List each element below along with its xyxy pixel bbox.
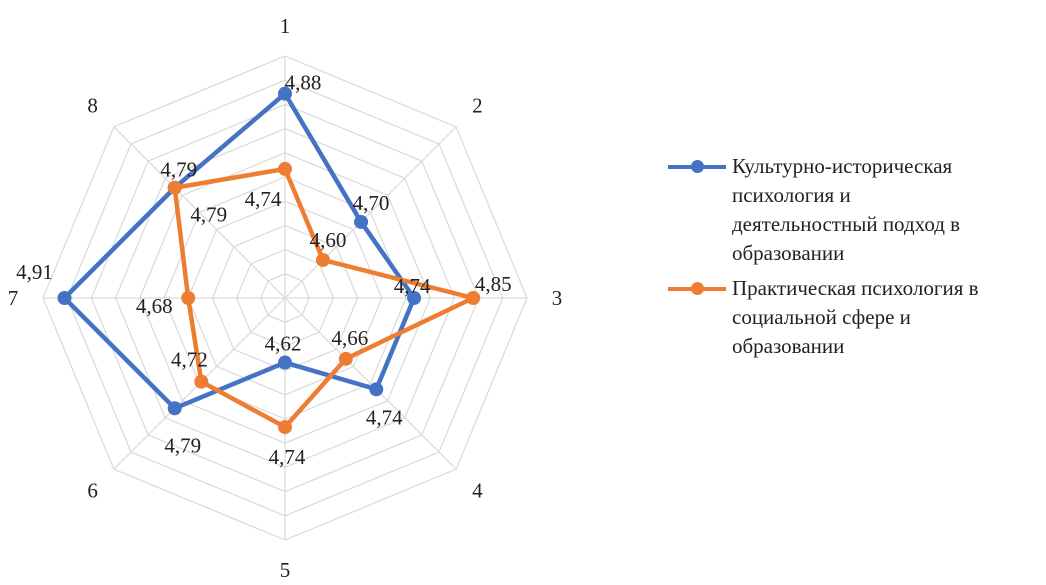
data-point-series-1[interactable] [167,401,182,416]
radar-chart: 1 2 3 4 5 6 7 8 4,88 4,70 4,74 4,74 4,62 4,79 4,91 4,7… [8,14,563,582]
radar-grid [42,55,528,541]
data-label-series-2: 4,72 [171,348,208,372]
legend-marker-series-2 [668,282,726,295]
category-labels: 1 2 3 4 5 6 7 8 [8,14,563,582]
data-point-series-1[interactable] [369,382,384,397]
legend-item-series-2[interactable]: Практическая психология в социальной сфе… [668,274,1046,361]
series-layer [57,86,481,435]
legend-label-line: психология и [732,183,851,207]
grid-spoke [284,297,457,470]
data-point-series-2[interactable] [316,252,331,267]
data-label-series-1: 4,79 [160,158,197,182]
legend-label-line: Практическая психология в [732,276,979,300]
category-label: 1 [280,14,291,38]
data-label-series-1: 4,70 [353,191,390,215]
data-label-series-2: 4,66 [331,326,368,350]
legend-item-series-1[interactable]: Культурно-историческая психология и деят… [668,152,1046,268]
grid-spoke [284,126,457,299]
legend-label-line: социальной сфере и [732,305,911,329]
data-labels: 4,88 4,70 4,74 4,74 4,62 4,79 4,91 4,79 4,74 4,60… [16,71,511,469]
data-point-series-2[interactable] [338,351,353,366]
data-label-series-1: 4,74 [394,274,431,298]
data-label-series-1: 4,88 [285,71,322,95]
category-label: 6 [87,478,98,502]
data-point-series-2[interactable] [278,161,292,176]
category-label: 5 [280,558,291,582]
data-label-series-2: 4,74 [245,187,282,211]
legend-marker-series-1 [668,160,726,173]
data-point-series-2[interactable] [466,291,481,305]
data-point-series-2[interactable] [194,374,209,389]
data-point-series-1[interactable] [407,291,422,305]
data-label-series-1: 4,74 [366,405,403,429]
data-label-series-1: 4,91 [16,260,53,284]
category-label: 4 [472,478,483,502]
data-point-series-1[interactable] [278,86,292,101]
data-point-series-2[interactable] [278,420,292,435]
data-label-series-2: 4,79 [190,203,227,227]
legend-label-line: деятельностный подход в [732,212,961,236]
data-point-series-1[interactable] [278,355,292,370]
legend-label-line: Культурно-историческая [732,154,953,178]
category-label: 2 [472,94,483,118]
category-label: 3 [552,286,563,310]
data-point-series-1[interactable] [354,214,369,229]
data-label-series-2: 4,60 [310,228,347,252]
data-point-series-2[interactable] [167,180,182,195]
grid-spoke [113,126,286,299]
data-label-series-1: 4,79 [164,433,201,457]
legend-label-line: образовании [732,334,845,358]
legend: Культурно-историческая психология и деят… [668,152,1046,367]
legend-label-line: образовании [732,241,845,265]
category-label: 8 [87,94,98,118]
data-label-series-2: 4,74 [269,445,306,469]
data-point-series-1[interactable] [57,291,72,305]
data-label-series-1: 4,62 [265,332,302,356]
data-label-series-2: 4,68 [136,294,173,318]
category-label: 7 [8,286,19,310]
data-label-series-2: 4,85 [475,272,512,296]
data-point-series-2[interactable] [181,291,196,305]
